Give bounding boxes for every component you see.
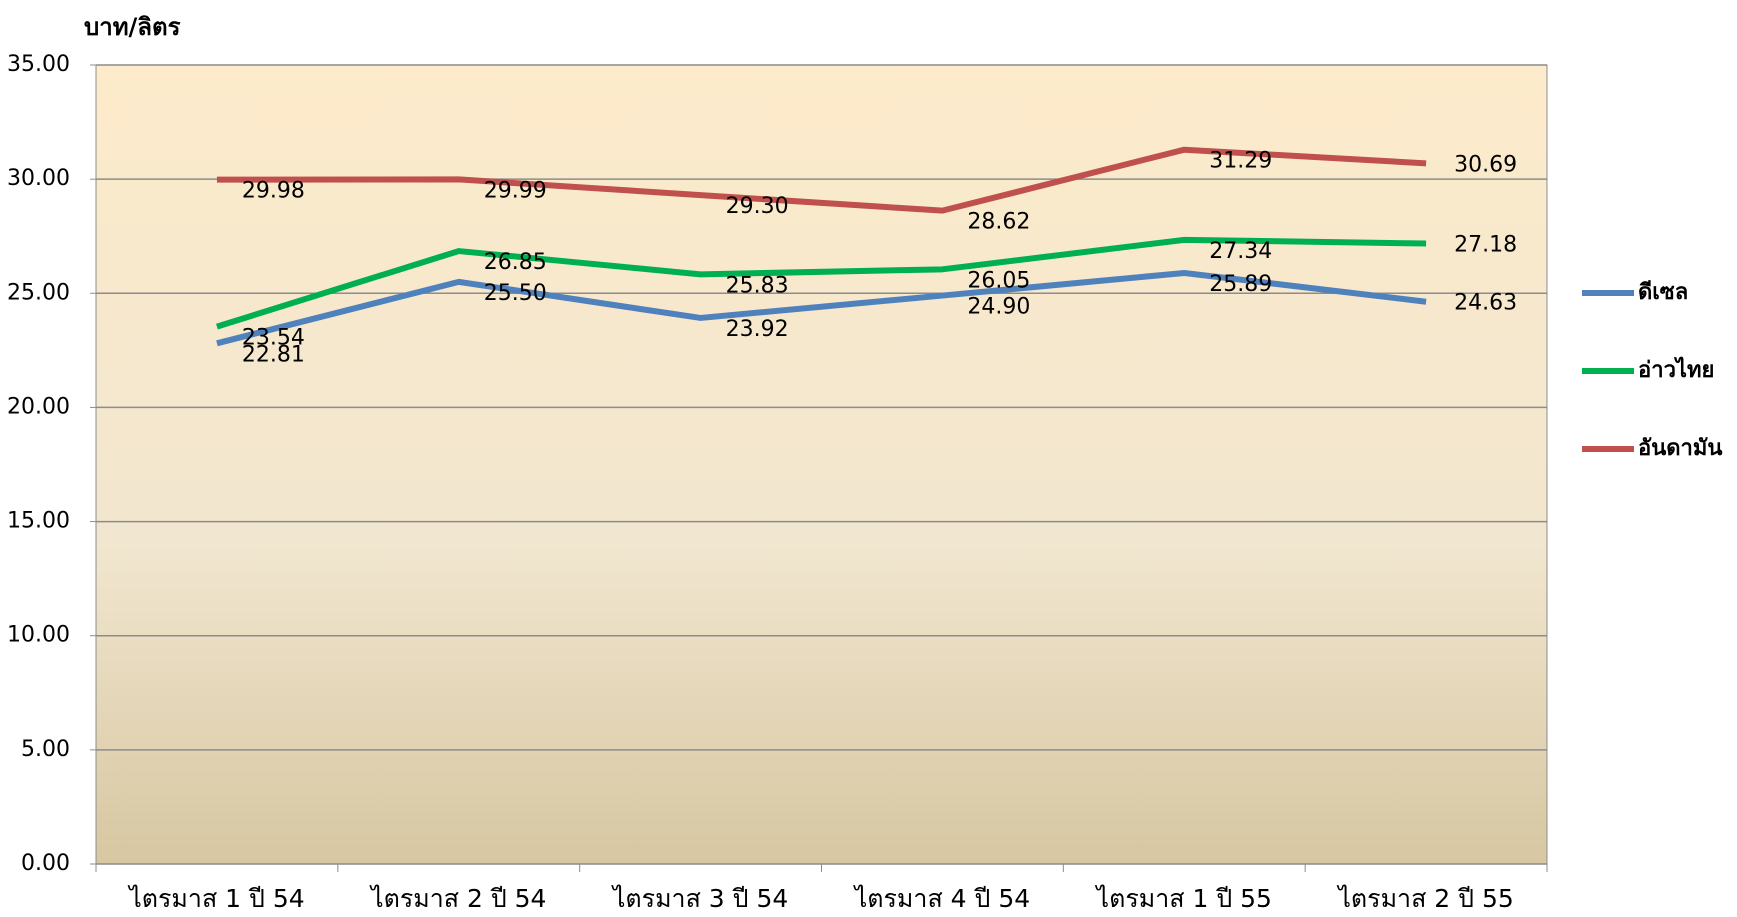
- y-tick-label: 20.00: [7, 394, 70, 419]
- data-label: 30.69: [1454, 152, 1517, 177]
- y-tick-label: 0.00: [21, 851, 70, 876]
- y-tick-label: 5.00: [21, 737, 70, 762]
- legend-label: อันดามัน: [1638, 436, 1722, 461]
- data-label: 27.18: [1454, 233, 1517, 258]
- y-tick-label: 10.00: [7, 623, 70, 648]
- series-line: [216, 146, 1427, 214]
- data-label: 23.92: [726, 317, 789, 342]
- data-label: 25.89: [1209, 272, 1272, 297]
- data-label: 29.30: [726, 194, 789, 219]
- y-tick-label: 35.00: [7, 52, 70, 77]
- plot-area: [95, 64, 1548, 865]
- x-tick-label: ไตรมาส 1 ปี 54: [127, 884, 304, 913]
- data-label: 27.34: [1209, 239, 1272, 264]
- x-tick-label: ไตรมาส 4 ปี 54: [853, 884, 1030, 913]
- data-label: 28.62: [967, 210, 1030, 235]
- x-tick-label: ไตรมาส 1 ปี 55: [1095, 884, 1272, 913]
- y-tick-label: 15.00: [7, 509, 70, 534]
- x-tick-label: ไตรมาส 2 ปี 54: [369, 884, 546, 913]
- data-label: 31.29: [1209, 149, 1272, 174]
- legend-label: ดีเซล: [1638, 280, 1688, 305]
- data-label: 24.63: [1454, 291, 1517, 316]
- y-tick-label: 25.00: [7, 280, 70, 305]
- y-tick-label: 30.00: [7, 166, 70, 191]
- data-label: 24.90: [967, 295, 1030, 320]
- data-label: 22.81: [242, 342, 305, 367]
- y-axis-label: บาท/ลิตร: [84, 13, 181, 41]
- x-tick-label: ไตรมาส 3 ปี 54: [611, 884, 788, 913]
- data-label: 25.50: [484, 281, 547, 306]
- x-tick-label: ไตรมาส 2 ปี 55: [1336, 884, 1513, 913]
- series-line: [216, 269, 1427, 347]
- data-label: 29.98: [242, 179, 305, 204]
- data-label: 23.54: [242, 326, 305, 351]
- data-label: 29.99: [484, 178, 547, 203]
- data-label: 25.83: [726, 273, 789, 298]
- data-label: 26.05: [967, 268, 1030, 293]
- series-line: [216, 236, 1427, 330]
- data-label: 26.85: [484, 250, 547, 275]
- legend-label: อ่าวไทย: [1638, 356, 1714, 383]
